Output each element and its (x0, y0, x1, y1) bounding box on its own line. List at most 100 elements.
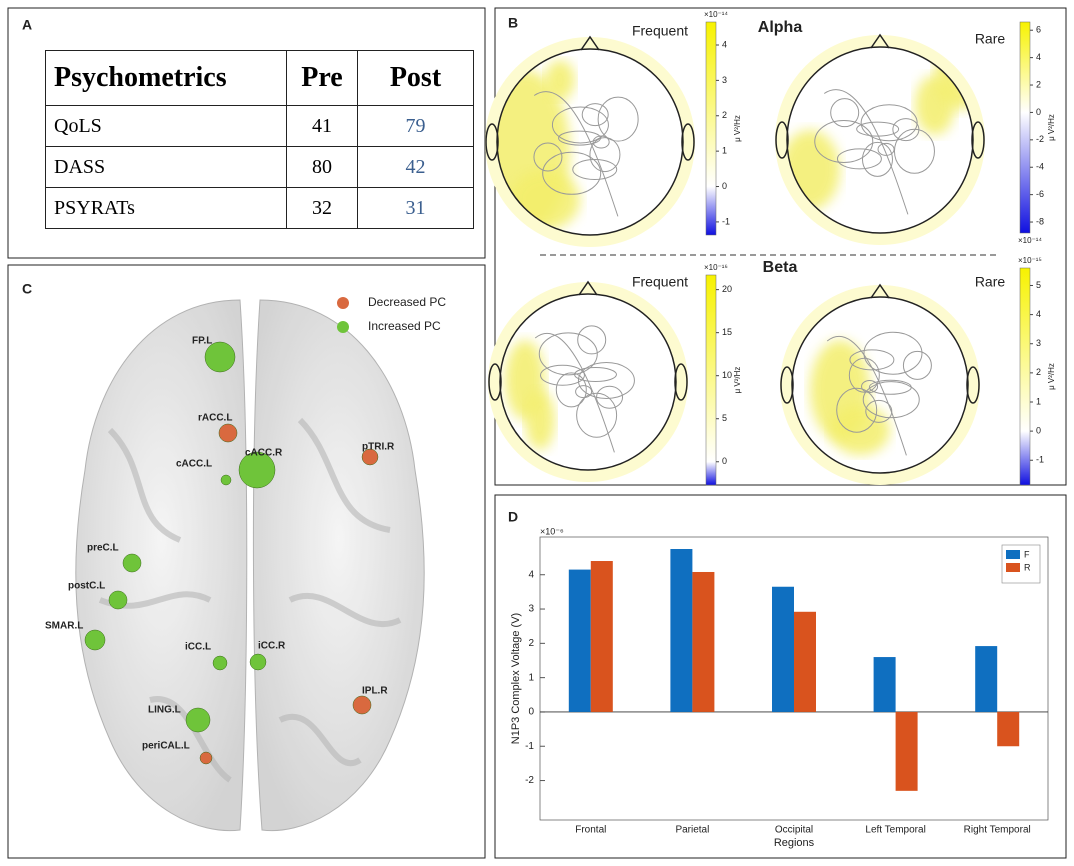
legend-label: Decreased PC (368, 295, 446, 309)
brain-node (249, 653, 267, 671)
contour (592, 135, 610, 149)
condition-label: Rare (975, 274, 1006, 290)
panel-b-frame (494, 7, 1067, 486)
nose (870, 33, 890, 49)
bar (794, 611, 816, 712)
contour (533, 91, 619, 217)
condition-label: Rare (975, 31, 1006, 47)
colorbar-tick-label: 3 (722, 75, 727, 85)
colorbar-tick-label: 2 (1036, 367, 1041, 377)
node-label: pTRI.R (362, 442, 395, 453)
contour (589, 137, 621, 173)
colorbar-tick-label: 1 (1036, 396, 1041, 406)
head-outline (499, 293, 677, 471)
colorbar-multiplier: ×10⁻¹⁶ (704, 263, 728, 272)
x-tick-label: Parietal (675, 825, 709, 836)
head-outline (791, 296, 969, 474)
contour (849, 349, 895, 371)
nose (870, 283, 890, 299)
node-label: SMAR.L (45, 621, 83, 632)
colorbar-tick-label: -6 (1036, 189, 1044, 199)
node-label: cACC.R (245, 448, 283, 459)
colorbar (705, 274, 717, 486)
contour (862, 381, 920, 419)
brain-node (199, 751, 213, 765)
contour (539, 364, 585, 386)
panel-a-frame (7, 7, 486, 259)
y-tick-label: -2 (525, 775, 534, 786)
contour (836, 387, 878, 433)
colorbar-tick-label: 5 (722, 413, 727, 423)
band-title: Alpha (758, 19, 803, 36)
node-label: FP.L (192, 336, 212, 347)
bar (692, 571, 715, 712)
topomap (792, 297, 968, 473)
bar (568, 569, 591, 712)
left-hemisphere (75, 299, 248, 832)
panel-label: D (508, 509, 518, 525)
contour (856, 121, 900, 137)
contour (551, 106, 609, 144)
colorbar-unit: μ V²/Hz (1047, 114, 1056, 141)
legend-swatch (1006, 550, 1020, 559)
y-tick-label: -1 (525, 741, 534, 752)
node-label: postC.L (68, 581, 105, 592)
topomap (500, 294, 676, 470)
colorbar (1019, 267, 1031, 486)
legend-label: F (1024, 549, 1030, 559)
table-cell: 32 (286, 187, 358, 229)
ear (674, 363, 688, 401)
ear (966, 366, 980, 404)
colorbar-tick-label: 15 (722, 327, 732, 337)
contour (597, 96, 639, 142)
band-title: Beta (763, 259, 798, 276)
bar (975, 646, 998, 712)
ear (485, 123, 499, 161)
colorbar-tick-label: 2 (722, 110, 727, 120)
y-multiplier: ×10⁻⁶ (540, 526, 564, 536)
table-cell: 80 (286, 146, 358, 188)
node-label: iCC.R (258, 641, 286, 652)
legend-label: R (1024, 562, 1031, 572)
contour (893, 128, 935, 174)
x-tick-label: Right Temporal (964, 825, 1031, 836)
brain-node (220, 474, 232, 486)
contour (533, 142, 563, 172)
node-label: preC.L (87, 543, 119, 554)
colorbar-tick-label: 10 (722, 370, 732, 380)
colorbar-tick-label: -4 (1036, 162, 1044, 172)
y-tick-label: 1 (528, 672, 534, 683)
contour (836, 148, 882, 170)
panel-label: B (508, 15, 518, 31)
contour (902, 350, 932, 380)
activation (510, 170, 580, 230)
colorbar-unit: μ V²/Hz (733, 115, 742, 142)
table-cell: QoLS (45, 105, 287, 147)
contour (826, 336, 907, 456)
node-label: periCAL.L (142, 741, 190, 752)
contour (575, 385, 593, 399)
panel-c-frame (7, 264, 486, 859)
colorbar-tick-label: -2 (1036, 134, 1044, 144)
brain-node (84, 629, 106, 651)
contour (865, 399, 893, 423)
table-cell: 31 (357, 187, 474, 229)
table-header: Psychometrics Pre Post (45, 50, 474, 106)
colorbar-tick-label: 4 (1036, 309, 1041, 319)
contour (555, 372, 587, 408)
brain-node (218, 423, 238, 443)
colorbar-tick-label: 0 (1036, 107, 1041, 117)
contour (581, 103, 609, 127)
activation (545, 60, 575, 100)
gyri (98, 417, 402, 783)
x-tick-label: Occipital (775, 825, 813, 836)
contour (830, 98, 860, 128)
contour (534, 333, 615, 453)
colorbar-unit: μ V²/Hz (733, 367, 742, 394)
right-hemisphere (252, 299, 425, 832)
table-cell: PSYRATs (45, 187, 287, 229)
bar (590, 561, 613, 712)
ear (971, 121, 985, 159)
